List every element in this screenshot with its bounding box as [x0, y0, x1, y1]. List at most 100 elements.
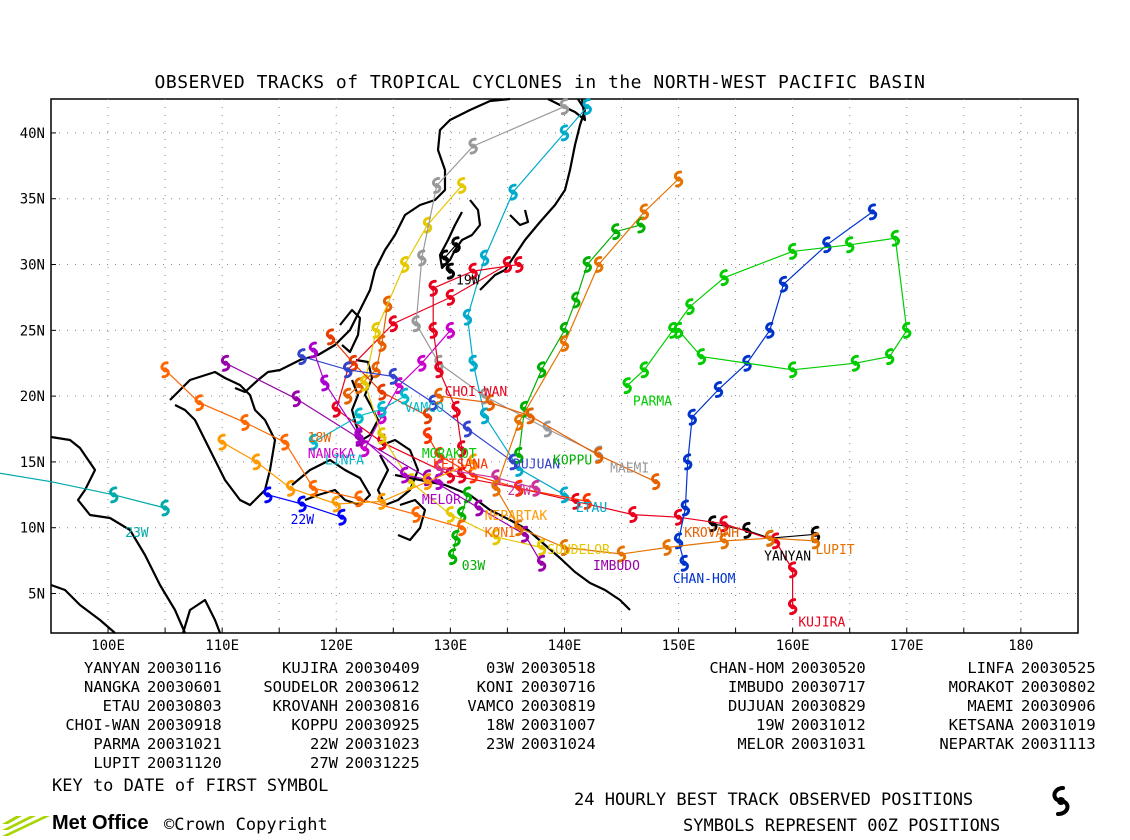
- coastline: [438, 199, 482, 270]
- cyclone-position-marker: [160, 361, 170, 379]
- track-22w: [263, 486, 347, 526]
- coastline: [397, 498, 427, 542]
- cyclone-position-marker: [417, 354, 427, 372]
- cyclone-position-marker: [474, 499, 484, 517]
- key-storm-name: KROVANH: [272, 697, 338, 715]
- lat-label: 35N: [20, 192, 45, 208]
- coastlines: [50, 97, 631, 634]
- cyclone-position-marker: [778, 275, 789, 293]
- cyclone-position-marker: [639, 203, 649, 221]
- cyclone-position-marker: [308, 479, 319, 497]
- cyclone-position-marker: [343, 387, 353, 405]
- cyclone-position-marker: [673, 170, 684, 188]
- key-storm-name: KUJIRA: [282, 659, 338, 677]
- cyclone-symbol-icon: [1052, 786, 1070, 816]
- cyclone-position-marker: [582, 492, 592, 510]
- cyclone-position-marker: [285, 479, 296, 497]
- track-line: [313, 395, 406, 443]
- key-storm-date: 20030717: [791, 678, 866, 696]
- cyclone-position-marker: [417, 249, 427, 267]
- cyclone-position-marker: [400, 387, 410, 405]
- cyclone-position-marker: [884, 348, 895, 366]
- cyclone-position-marker: [525, 407, 535, 425]
- track-koppu: [514, 216, 646, 464]
- cyclone-position-marker: [434, 361, 444, 379]
- cyclone-position-marker: [867, 203, 878, 221]
- track-label: PARMA: [633, 394, 672, 409]
- coastline: [339, 308, 362, 354]
- cyclone-position-marker: [411, 315, 421, 333]
- cyclone-position-marker: [445, 288, 455, 306]
- key-storm-name: MORAKOT: [948, 678, 1014, 696]
- cyclone-position-marker: [696, 348, 707, 366]
- track-line: [466, 106, 588, 496]
- track-18w: [434, 387, 661, 491]
- key-storm-name: LUPIT: [93, 754, 140, 772]
- lat-label: 10N: [20, 521, 45, 537]
- cyclone-position-marker: [662, 538, 672, 556]
- key-storm-date: 20030409: [345, 659, 420, 677]
- lon-label: 150E: [662, 638, 696, 654]
- cyclone-position-marker: [331, 495, 341, 513]
- cyclone-position-marker: [354, 407, 364, 425]
- cyclone-position-marker: [673, 321, 684, 339]
- track-label: ETAU: [576, 501, 607, 516]
- track-label: KUJIRA: [798, 615, 845, 630]
- cyclone-position-marker: [845, 236, 855, 254]
- track-vamco: [308, 387, 410, 451]
- cyclone-position-marker: [457, 177, 467, 195]
- longitude-labels: 100E 110E 120E 130E 140E 150E 160E 170E 180: [91, 638, 1033, 654]
- track-label: 27W: [507, 484, 531, 499]
- cyclone-position-marker: [457, 466, 467, 484]
- key-storm-name: MELOR: [737, 735, 784, 753]
- track-label: CHAN-HOM: [673, 572, 736, 587]
- cyclone-position-marker: [890, 229, 900, 247]
- track-dujuan: [297, 348, 518, 471]
- cyclone-position-marker: [571, 492, 581, 510]
- track-label: MAEMI: [610, 461, 649, 476]
- key-storm-name: CHAN-HOM: [709, 659, 784, 677]
- cyclone-position-marker: [542, 420, 552, 438]
- key-storm-date: 20031007: [521, 716, 596, 734]
- cyclone-position-marker: [788, 598, 798, 616]
- cyclone-position-marker: [713, 381, 724, 399]
- cyclone-position-marker: [611, 223, 621, 241]
- map-title: OBSERVED TRACKS of TROPICAL CYCLONES in …: [154, 72, 926, 93]
- track-label: SOUDELOR: [547, 543, 610, 558]
- track-label: 23W: [125, 526, 149, 541]
- track-line: [364, 185, 542, 549]
- track-melor: [308, 341, 444, 491]
- cyclone-position-marker: [308, 433, 319, 451]
- track-line: [626, 237, 908, 387]
- cyclone-position-marker: [636, 216, 646, 234]
- track-koni: [160, 361, 467, 537]
- cyclone-position-marker: [788, 361, 798, 379]
- cyclone-position-marker: [263, 486, 273, 504]
- cyclone-position-marker: [514, 519, 524, 537]
- cyclone-position-marker: [447, 548, 458, 566]
- cyclone-position-marker: [622, 377, 632, 395]
- lat-label: 30N: [20, 258, 45, 274]
- cyclone-position-marker: [308, 341, 319, 359]
- track-choi-wan: [428, 256, 524, 484]
- cyclone-position-marker: [485, 394, 495, 412]
- key-storm-name: 18W: [486, 716, 514, 734]
- coastline: [50, 435, 187, 634]
- cyclone-position-marker: [479, 249, 490, 267]
- track-label: KOPPU: [553, 454, 592, 469]
- track-label: 03W: [462, 559, 486, 574]
- cyclone-position-marker: [639, 361, 649, 379]
- cyclone-position-marker: [280, 433, 290, 451]
- track-labels: YANYAN KUJIRA 03W CHAN-HOM LUPIT KROVANH SOUDE…: [125, 273, 855, 630]
- cyclone-position-marker: [508, 183, 518, 201]
- cyclone-position-marker: [354, 377, 364, 395]
- lon-label: 170E: [890, 638, 924, 654]
- met-office-logo-icon: [2, 816, 50, 836]
- cyclone-position-marker: [719, 532, 729, 550]
- key-storm-date: 20031113: [1021, 735, 1096, 753]
- track-label: DUJUAN: [513, 458, 560, 473]
- cyclone-position-marker: [377, 427, 387, 445]
- track-soudelor: [360, 177, 547, 556]
- key-storm-name: VAMCO: [467, 697, 514, 715]
- track-label: IMBUDO: [593, 559, 640, 574]
